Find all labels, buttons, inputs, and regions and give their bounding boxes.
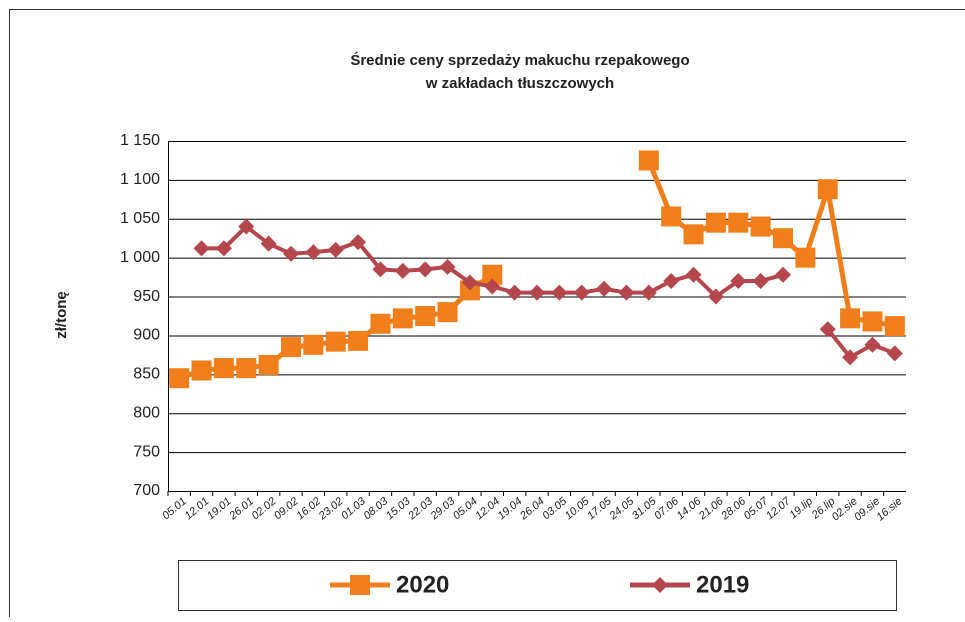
point xyxy=(596,281,612,297)
point xyxy=(840,308,860,328)
point xyxy=(887,345,903,361)
x-tick-label: 09.02 xyxy=(272,495,301,522)
point xyxy=(773,228,793,248)
x-tick-label: 19.lip xyxy=(787,495,815,521)
x-tick-label: 19.01 xyxy=(205,495,234,522)
x-tick-label: 03.05 xyxy=(540,495,569,522)
point xyxy=(551,285,567,301)
x-tick-label: 05.07 xyxy=(742,495,771,522)
y-tick-label: 700 xyxy=(133,482,160,499)
y-tick-label: 950 xyxy=(133,288,160,305)
point xyxy=(751,217,771,237)
x-tick-label: 10.05 xyxy=(563,495,592,522)
y-axis-label: zł/tonę xyxy=(53,291,70,339)
point xyxy=(348,331,368,351)
x-tick-label: 31.05 xyxy=(630,495,659,522)
y-tick-label: 750 xyxy=(133,443,160,460)
x-tick-label: 12.07 xyxy=(764,495,793,522)
point xyxy=(818,179,838,199)
chart-title: Średnie ceny sprzedaży makuchu rzepakowe… xyxy=(350,51,689,69)
legend-label: 2020 xyxy=(396,571,449,598)
point xyxy=(885,316,905,336)
point xyxy=(862,311,882,331)
y-tick-label: 1 100 xyxy=(120,171,160,188)
point xyxy=(194,240,210,256)
x-tick-label: 21.06 xyxy=(696,495,726,523)
x-tick-label: 12.01 xyxy=(183,495,212,522)
point xyxy=(393,308,413,328)
point xyxy=(370,314,390,334)
point xyxy=(281,337,301,357)
point xyxy=(639,150,659,170)
chart-title: w zakładach tłuszczowych xyxy=(425,75,614,92)
point xyxy=(775,267,791,283)
point xyxy=(652,577,668,593)
point xyxy=(395,263,411,279)
point xyxy=(641,285,657,301)
y-tick-label: 1 050 xyxy=(120,210,160,227)
point xyxy=(303,335,323,355)
x-tick-label: 02.02 xyxy=(250,495,279,522)
point xyxy=(663,273,679,289)
point xyxy=(753,273,769,289)
point xyxy=(214,358,234,378)
point xyxy=(507,285,523,301)
point xyxy=(684,224,704,244)
point xyxy=(192,360,212,380)
x-tick-label: 16.02 xyxy=(294,495,323,522)
point xyxy=(328,242,344,258)
y-tick-label: 800 xyxy=(133,404,160,421)
point xyxy=(864,337,880,353)
x-tick-label: 19.04 xyxy=(496,495,525,522)
point xyxy=(415,306,435,326)
x-tick-label: 01.03 xyxy=(339,495,368,522)
x-tick-label: 29.03 xyxy=(428,495,458,523)
x-tick-label: 26.01 xyxy=(226,495,256,523)
legend-label: 2019 xyxy=(696,571,749,598)
point xyxy=(661,206,681,226)
point xyxy=(236,358,256,378)
point xyxy=(350,575,370,595)
x-tick-label: 22.03 xyxy=(405,495,435,523)
point xyxy=(169,368,189,388)
y-tick-label: 900 xyxy=(133,327,160,344)
point xyxy=(417,261,433,277)
y-tick-label: 1 150 xyxy=(120,132,160,149)
point xyxy=(618,285,634,301)
x-tick-label: 28.06 xyxy=(718,495,748,523)
point xyxy=(259,355,279,375)
point xyxy=(529,285,545,301)
x-tick-label: 17.05 xyxy=(585,495,614,522)
x-tick-label: 26.04 xyxy=(517,495,547,523)
x-tick-label: 15.03 xyxy=(384,495,413,522)
x-tick-label: 05.01 xyxy=(160,495,189,522)
x-tick-label: 14.06 xyxy=(675,495,704,522)
x-tick-label: 24.05 xyxy=(607,495,637,523)
y-tick-label: 850 xyxy=(133,366,160,383)
x-tick-label: 16.sie xyxy=(874,495,904,523)
chart-border xyxy=(10,10,965,618)
point xyxy=(283,246,299,262)
point xyxy=(574,285,590,301)
point xyxy=(795,248,815,268)
legend-box xyxy=(179,561,897,611)
x-tick-label: 12.04 xyxy=(473,495,502,522)
x-tick-label: 07.06 xyxy=(652,495,681,522)
point xyxy=(438,302,458,322)
x-tick-label: 23.02 xyxy=(316,495,346,523)
point xyxy=(706,213,726,233)
x-tick-label: 08.03 xyxy=(361,495,390,522)
point xyxy=(728,213,748,233)
x-tick-label: 05.04 xyxy=(451,495,480,522)
point xyxy=(326,332,346,352)
y-tick-label: 1 000 xyxy=(120,249,160,266)
